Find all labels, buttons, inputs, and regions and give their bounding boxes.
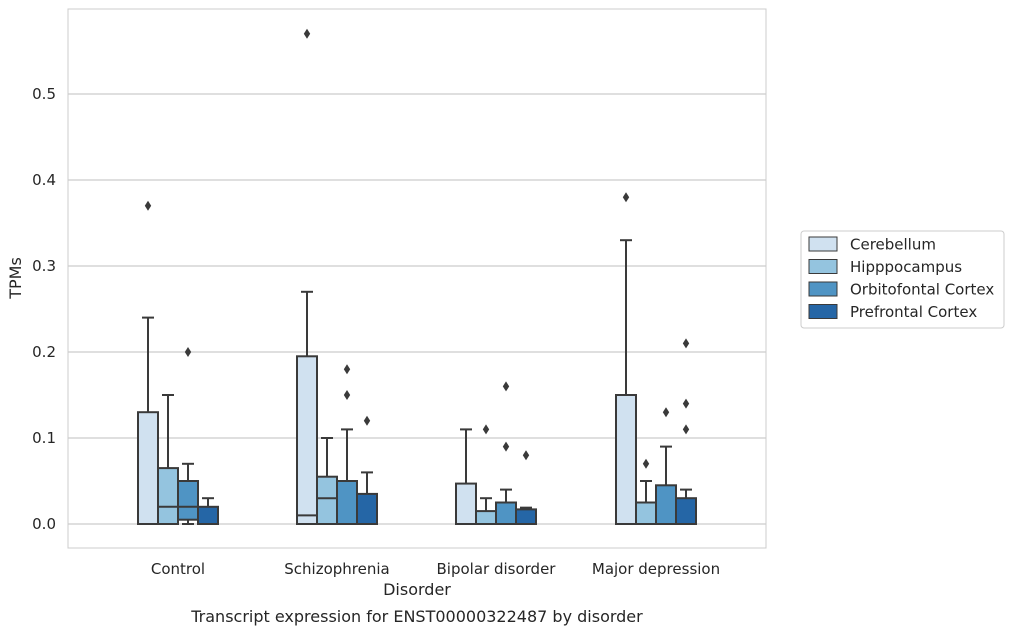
outlier-point bbox=[682, 398, 690, 409]
legend-label: Cerebellum bbox=[850, 236, 936, 254]
x-tick-label: Schizophrenia bbox=[284, 560, 389, 578]
outlier-point bbox=[363, 415, 371, 426]
y-axis-label: TPMs bbox=[6, 257, 25, 300]
legend-frame bbox=[800, 230, 1005, 329]
outlier-point bbox=[343, 390, 351, 400]
outlier-point bbox=[502, 441, 510, 452]
box-iqr bbox=[296, 355, 318, 525]
box-iqr bbox=[635, 501, 657, 525]
outlier-point bbox=[622, 192, 630, 203]
x-tick-label: Major depression bbox=[592, 560, 720, 578]
box-iqr bbox=[316, 475, 338, 526]
box-iqr bbox=[655, 484, 677, 525]
legend-label: Hipppocampus bbox=[850, 258, 962, 276]
box-iqr bbox=[137, 411, 159, 526]
legend-swatch-orbitofrontal bbox=[808, 281, 838, 297]
outlier-point bbox=[144, 200, 152, 211]
y-tick-label: 0.2 bbox=[32, 343, 56, 361]
gridlines bbox=[68, 93, 766, 525]
box-iqr bbox=[455, 482, 477, 525]
outlier-point bbox=[184, 347, 192, 357]
y-tick-label: 0.1 bbox=[32, 429, 56, 447]
box-orbitofrontal-1 bbox=[336, 364, 358, 525]
box-prefrontal-0 bbox=[197, 497, 219, 525]
outlier-point bbox=[343, 364, 351, 375]
outlier-point bbox=[303, 28, 311, 39]
x-axis-ticks: Control Schizophrenia Bipolar disorder Majo… bbox=[151, 560, 720, 578]
box-iqr bbox=[515, 508, 537, 526]
box-hippocampus-2 bbox=[475, 424, 497, 526]
y-axis-ticks: 0.0 0.1 0.2 0.3 0.4 0.5 bbox=[32, 85, 56, 533]
legend-swatch-hippocampus bbox=[808, 259, 838, 274]
box-hippocampus-1 bbox=[316, 437, 338, 526]
box-iqr bbox=[475, 510, 497, 526]
box-iqr bbox=[615, 394, 637, 525]
y-tick-label: 0.3 bbox=[32, 257, 56, 275]
box-iqr bbox=[197, 505, 219, 525]
outlier-point bbox=[522, 450, 530, 461]
box-hippocampus-3 bbox=[635, 458, 657, 525]
outlier-point bbox=[662, 407, 670, 418]
box-iqr bbox=[336, 480, 358, 525]
y-tick-label: 0.5 bbox=[32, 85, 56, 103]
box-cerebellum-3 bbox=[615, 192, 637, 525]
box-cerebellum-2 bbox=[455, 428, 477, 525]
legend-swatch-cerebellum bbox=[808, 236, 838, 252]
box-iqr bbox=[157, 467, 179, 526]
outlier-point bbox=[642, 458, 650, 469]
box-prefrontal-1 bbox=[356, 415, 378, 525]
legend: Cerebellum Hipppocampus Orbitofontal Corte… bbox=[800, 230, 1005, 329]
box-cerebellum-1 bbox=[296, 28, 318, 525]
outlier-point bbox=[502, 381, 510, 392]
box-iqr bbox=[177, 480, 199, 521]
legend-items: Cerebellum Hipppocampus Orbitofontal Corte… bbox=[808, 236, 994, 321]
outlier-point bbox=[482, 424, 490, 435]
box-hippocampus-0 bbox=[157, 394, 179, 526]
box-iqr bbox=[356, 492, 378, 525]
x-axis-label: Disorder bbox=[383, 580, 451, 599]
legend-swatch-prefrontal bbox=[808, 304, 838, 319]
box-iqr bbox=[675, 497, 697, 526]
box-orbitofrontal-3 bbox=[655, 407, 677, 525]
legend-label: Orbitofontal Cortex bbox=[850, 281, 994, 299]
box-orbitofrontal-0 bbox=[177, 347, 199, 525]
y-tick-label: 0.0 bbox=[32, 515, 56, 533]
plot-frame bbox=[67, 8, 767, 549]
x-tick-label: Bipolar disorder bbox=[437, 560, 557, 578]
outlier-point bbox=[682, 338, 690, 349]
outlier-point bbox=[682, 424, 690, 435]
x-tick-label: Control bbox=[151, 560, 205, 578]
box-prefrontal-3 bbox=[675, 338, 697, 526]
chart-title: Transcript expression for ENST0000032248… bbox=[190, 607, 643, 626]
box-orbitofrontal-2 bbox=[495, 381, 517, 525]
box-cerebellum-0 bbox=[137, 200, 159, 526]
box-iqr bbox=[495, 501, 517, 525]
y-tick-label: 0.4 bbox=[32, 171, 56, 189]
legend-label: Prefrontal Cortex bbox=[850, 303, 977, 321]
box-prefrontal-2 bbox=[515, 450, 537, 526]
box-plot-area bbox=[137, 28, 697, 526]
